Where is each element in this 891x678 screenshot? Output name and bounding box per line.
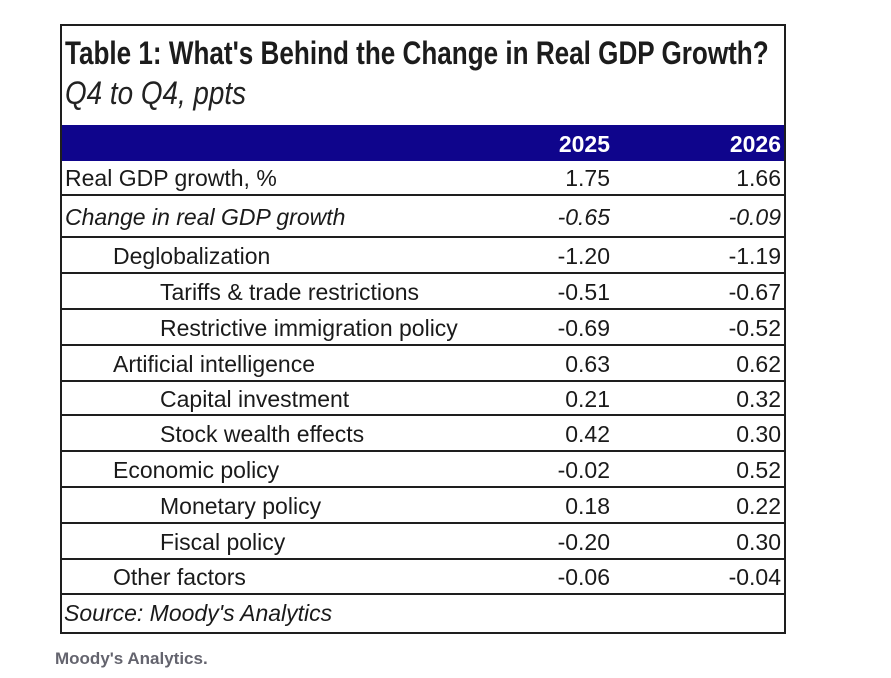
table-row: Economic policy -0.02 0.52 — [62, 452, 784, 488]
table-row: Change in real GDP growth -0.65 -0.09 — [62, 196, 784, 238]
table-subtitle: Q4 to Q4, ppts — [65, 75, 247, 111]
table-row: Deglobalization -1.20 -1.19 — [62, 238, 784, 274]
row-value-2025: 0.42 — [565, 420, 610, 447]
row-label: Other factors — [113, 564, 246, 590]
table-row: Tariffs & trade restrictions -0.51 -0.67 — [62, 274, 784, 310]
row-label: Economic policy — [113, 456, 280, 483]
table-row: Restrictive immigration policy -0.69 -0.52 — [62, 310, 784, 346]
row-label: Stock wealth effects — [160, 420, 365, 447]
row-label: Fiscal policy — [160, 528, 286, 555]
table-row: Monetary policy 0.18 0.22 — [62, 488, 784, 524]
row-value-2025: -1.20 — [557, 242, 610, 269]
row-value-2026: 0.62 — [736, 350, 781, 377]
row-value-2026: 0.32 — [736, 385, 781, 412]
row-value-2026: 0.52 — [736, 456, 781, 483]
row-label: Monetary policy — [160, 492, 322, 519]
row-value-2025: -0.20 — [557, 528, 610, 555]
column-header-2026: 2026 — [729, 130, 781, 157]
table-title-block: Table 1: What's Behind the Change in Rea… — [62, 26, 784, 125]
row-label: Artificial intelligence — [113, 350, 315, 377]
row-value-2025: -0.02 — [557, 456, 610, 483]
row-label: Restrictive immigration policy — [160, 314, 458, 341]
source-note: Source: Moody's Analytics — [64, 600, 333, 626]
row-value-2026: 0.22 — [736, 492, 781, 519]
table-row: Artificial intelligence 0.63 0.62 — [62, 346, 784, 382]
gdp-growth-change-table: Table 1: What's Behind the Change in Rea… — [60, 24, 786, 634]
table-title: Table 1: What's Behind the Change in Rea… — [65, 35, 769, 71]
row-value-2026: -1.19 — [728, 242, 781, 269]
row-value-2026: -0.67 — [728, 278, 781, 305]
row-value-2026: 0.30 — [736, 420, 781, 447]
table-header-row: 2025 2026 — [62, 125, 784, 161]
row-value-2025: 0.63 — [565, 350, 610, 377]
table-body: Real GDP growth, % 1.75 1.66 Change in real… — [62, 161, 784, 595]
figure-caption: Moody's Analytics. — [55, 649, 208, 668]
row-value-2026: -0.09 — [728, 203, 781, 230]
row-label: Real GDP growth, % — [65, 165, 277, 191]
row-label: Change in real GDP growth — [65, 203, 346, 230]
row-label: Deglobalization — [113, 242, 271, 269]
row-value-2026: 0.30 — [736, 528, 781, 555]
row-value-2025: 0.21 — [565, 385, 610, 412]
row-value-2025: -0.06 — [557, 564, 610, 590]
column-header-2025: 2025 — [558, 130, 610, 157]
row-value-2026: -0.52 — [728, 314, 781, 341]
row-value-2025: 1.75 — [565, 165, 610, 191]
table-row: Fiscal policy -0.20 0.30 — [62, 524, 784, 560]
row-value-2025: 0.18 — [565, 492, 610, 519]
table-row: Capital investment 0.21 0.32 — [62, 382, 784, 416]
row-label: Capital investment — [160, 385, 350, 412]
row-value-2025: -0.69 — [557, 314, 610, 341]
row-label: Tariffs & trade restrictions — [160, 278, 420, 305]
row-value-2026: -0.04 — [728, 564, 781, 590]
table-row: Stock wealth effects 0.42 0.30 — [62, 416, 784, 452]
row-value-2025: -0.51 — [557, 278, 610, 305]
row-value-2026: 1.66 — [736, 165, 781, 191]
table-row: Other factors -0.06 -0.04 — [62, 560, 784, 595]
table-source-row: Source: Moody's Analytics — [62, 595, 784, 632]
row-value-2025: -0.65 — [557, 203, 610, 230]
table-row: Real GDP growth, % 1.75 1.66 — [62, 161, 784, 196]
